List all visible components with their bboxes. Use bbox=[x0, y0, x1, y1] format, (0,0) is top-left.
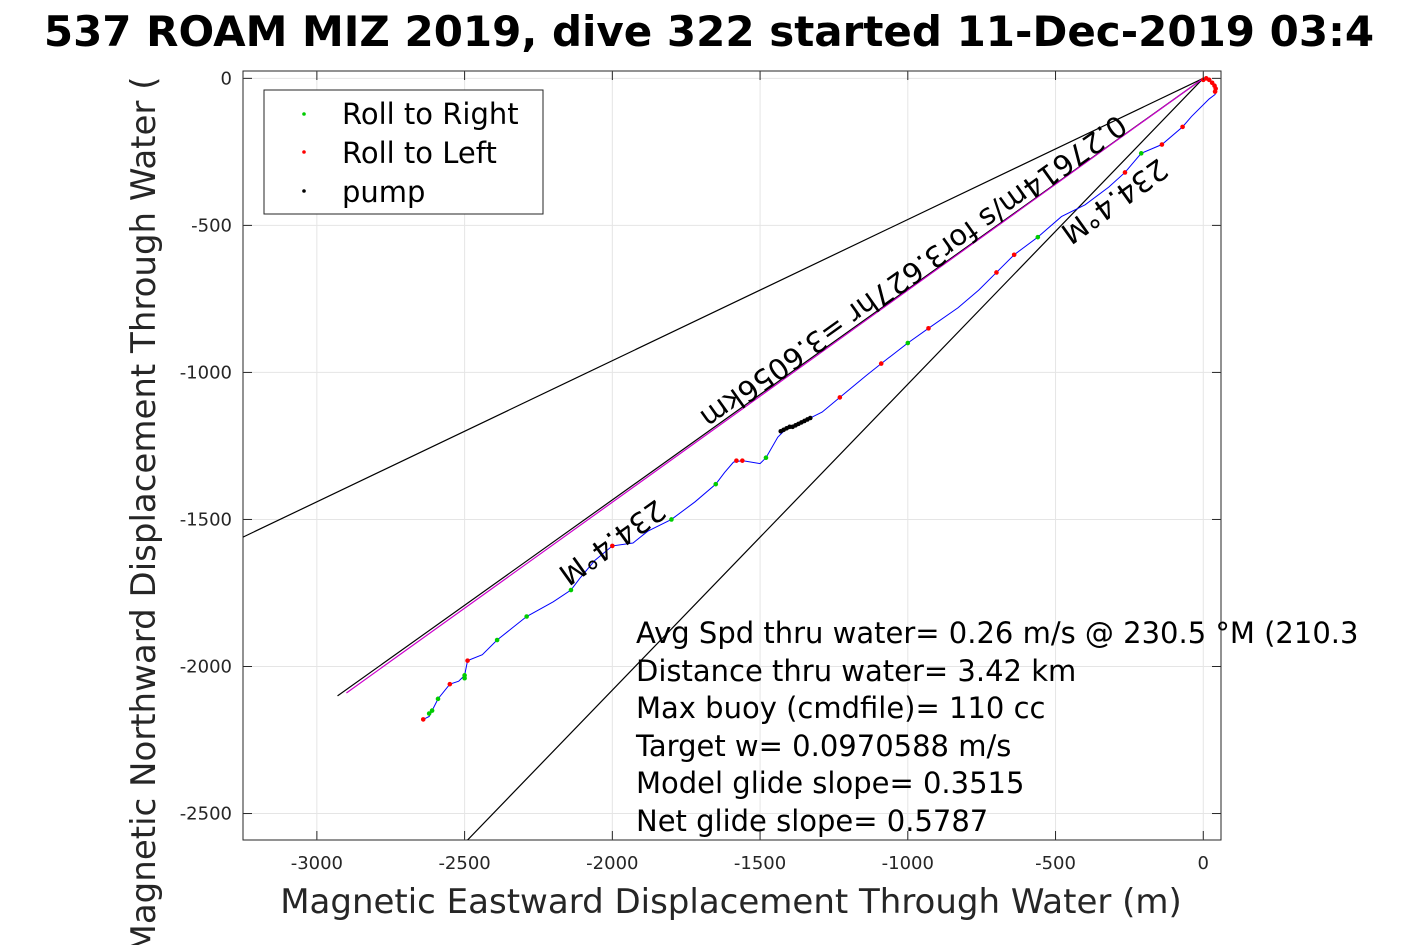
roll-left-point-6 bbox=[1212, 89, 1218, 94]
y-axis-label: Magnetic Northward Displacement Through … bbox=[124, 77, 164, 945]
x-tick-label-6: 0 bbox=[1198, 853, 1209, 874]
roll-right-point-8 bbox=[494, 637, 500, 643]
roll-right-point-12 bbox=[429, 708, 435, 713]
y-tick-label-2: -1000 bbox=[180, 362, 232, 383]
roll-left-point-17 bbox=[610, 543, 615, 549]
y-tick-label-1: -500 bbox=[191, 215, 232, 236]
roll-left-point-11 bbox=[994, 270, 999, 275]
roll-left-point-10 bbox=[1011, 252, 1017, 258]
ref-line-cone-upper bbox=[243, 77, 1204, 538]
legend: Roll to Right Roll to Left pump bbox=[263, 89, 544, 215]
stat-line-target-w: Target w= 0.0970588 m/s bbox=[635, 729, 1011, 763]
track-line bbox=[423, 77, 1218, 720]
ref-line-cone-lower bbox=[467, 77, 1204, 840]
stat-line-model-glide: Model glide slope= 0.3515 bbox=[636, 766, 1024, 800]
pump-point-10 bbox=[781, 427, 787, 433]
roll-left-point-14 bbox=[837, 395, 843, 400]
x-tick-label-4: -1000 bbox=[882, 853, 934, 874]
roll-right-point-5 bbox=[669, 517, 674, 522]
legend-marker-pump bbox=[302, 189, 306, 193]
roll-left-point-12 bbox=[926, 326, 931, 331]
x-tick-label-5: -500 bbox=[1035, 853, 1076, 874]
tick-layer: -3000 -2500 -2000 -1500 -1000 -500 0 0 -500 -1000… bbox=[180, 68, 1221, 874]
stat-line-distance: Distance thru water= 3.42 km bbox=[636, 654, 1076, 688]
legend-label-roll-right: Roll to Right bbox=[342, 97, 519, 131]
x-axis-label: Magnetic Eastward Displacement Through W… bbox=[280, 882, 1182, 922]
x-tick-label-0: -3000 bbox=[291, 853, 343, 874]
y-tick-label-0: 0 bbox=[221, 68, 232, 89]
legend-label-roll-left: Roll to Left bbox=[342, 136, 497, 170]
track-layer bbox=[423, 77, 1218, 720]
legend-box bbox=[263, 89, 544, 215]
legend-marker-roll-right bbox=[302, 112, 306, 116]
roll-left-point-2 bbox=[1206, 77, 1212, 83]
y-tick-label-5: -2500 bbox=[180, 804, 232, 825]
roll-left-point-18 bbox=[465, 658, 470, 663]
roll-left-point-19 bbox=[447, 681, 453, 687]
stat-line-net-glide: Net glide slope= 0.5787 bbox=[636, 804, 988, 838]
grid-lines bbox=[243, 71, 1221, 840]
roll-right-point-0 bbox=[1138, 151, 1144, 156]
roll-right-point-1 bbox=[1035, 234, 1041, 240]
roll-right-point-4 bbox=[713, 481, 719, 487]
reference-lines bbox=[243, 77, 1204, 840]
x-tick-label-1: -2500 bbox=[438, 853, 490, 874]
roll-left-point-7 bbox=[1180, 124, 1185, 130]
roll-left-point-15 bbox=[740, 458, 745, 463]
chart-title: 537 ROAM MIZ 2019, dive 322 started 11-D… bbox=[44, 7, 1374, 56]
y-tick-label-4: -2000 bbox=[180, 656, 232, 677]
roll-right-point-11 bbox=[435, 696, 441, 702]
x-tick-label-2: -2000 bbox=[586, 853, 638, 874]
roll-right-point-7 bbox=[524, 614, 529, 619]
roll-left-point-13 bbox=[878, 361, 884, 366]
y-tick-label-3: -1500 bbox=[180, 509, 232, 530]
stats-block: Avg Spd thru water= 0.26 m/s @ 230.5 °M … bbox=[635, 616, 1358, 838]
stat-line-max-buoy: Max buoy (cmdfile)= 110 cc bbox=[636, 691, 1045, 725]
x-tick-label-3: -1500 bbox=[734, 853, 786, 874]
roll-left-point-9 bbox=[1122, 170, 1128, 175]
roll-right-point-10 bbox=[462, 675, 467, 681]
roll-right-point-2 bbox=[905, 340, 911, 346]
pump-point-8 bbox=[807, 415, 813, 421]
ref-line-net-track bbox=[346, 77, 1204, 694]
legend-marker-roll-left bbox=[302, 150, 306, 154]
roll-left-point-8 bbox=[1159, 142, 1165, 147]
marker-layer bbox=[420, 76, 1218, 722]
roll-right-point-13 bbox=[426, 711, 432, 716]
roll-right-point-6 bbox=[568, 587, 574, 593]
legend-label-pump: pump bbox=[342, 175, 425, 209]
stat-line-avg-speed: Avg Spd thru water= 0.26 m/s @ 230.5 °M … bbox=[636, 616, 1358, 650]
roll-right-point-3 bbox=[763, 455, 769, 461]
roll-left-point-16 bbox=[734, 458, 739, 463]
roll-left-point-20 bbox=[420, 717, 426, 722]
